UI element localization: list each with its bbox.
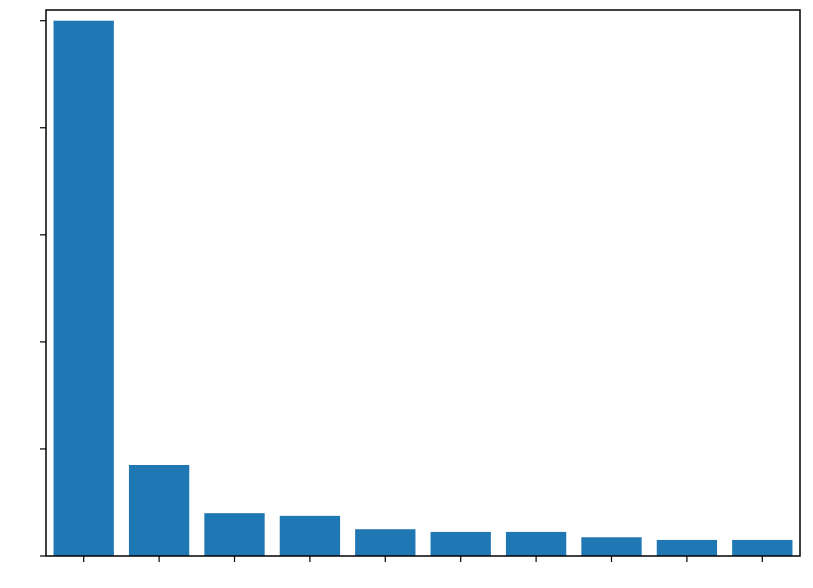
bar bbox=[657, 540, 717, 556]
bar bbox=[204, 513, 264, 556]
bar bbox=[506, 532, 566, 556]
bar bbox=[355, 529, 415, 556]
bar-chart bbox=[0, 0, 813, 588]
bar bbox=[280, 516, 340, 556]
bar bbox=[732, 540, 792, 556]
bar bbox=[581, 537, 641, 556]
chart-svg bbox=[0, 0, 813, 588]
bar bbox=[129, 465, 189, 556]
bar bbox=[431, 532, 491, 556]
bar bbox=[54, 21, 114, 556]
